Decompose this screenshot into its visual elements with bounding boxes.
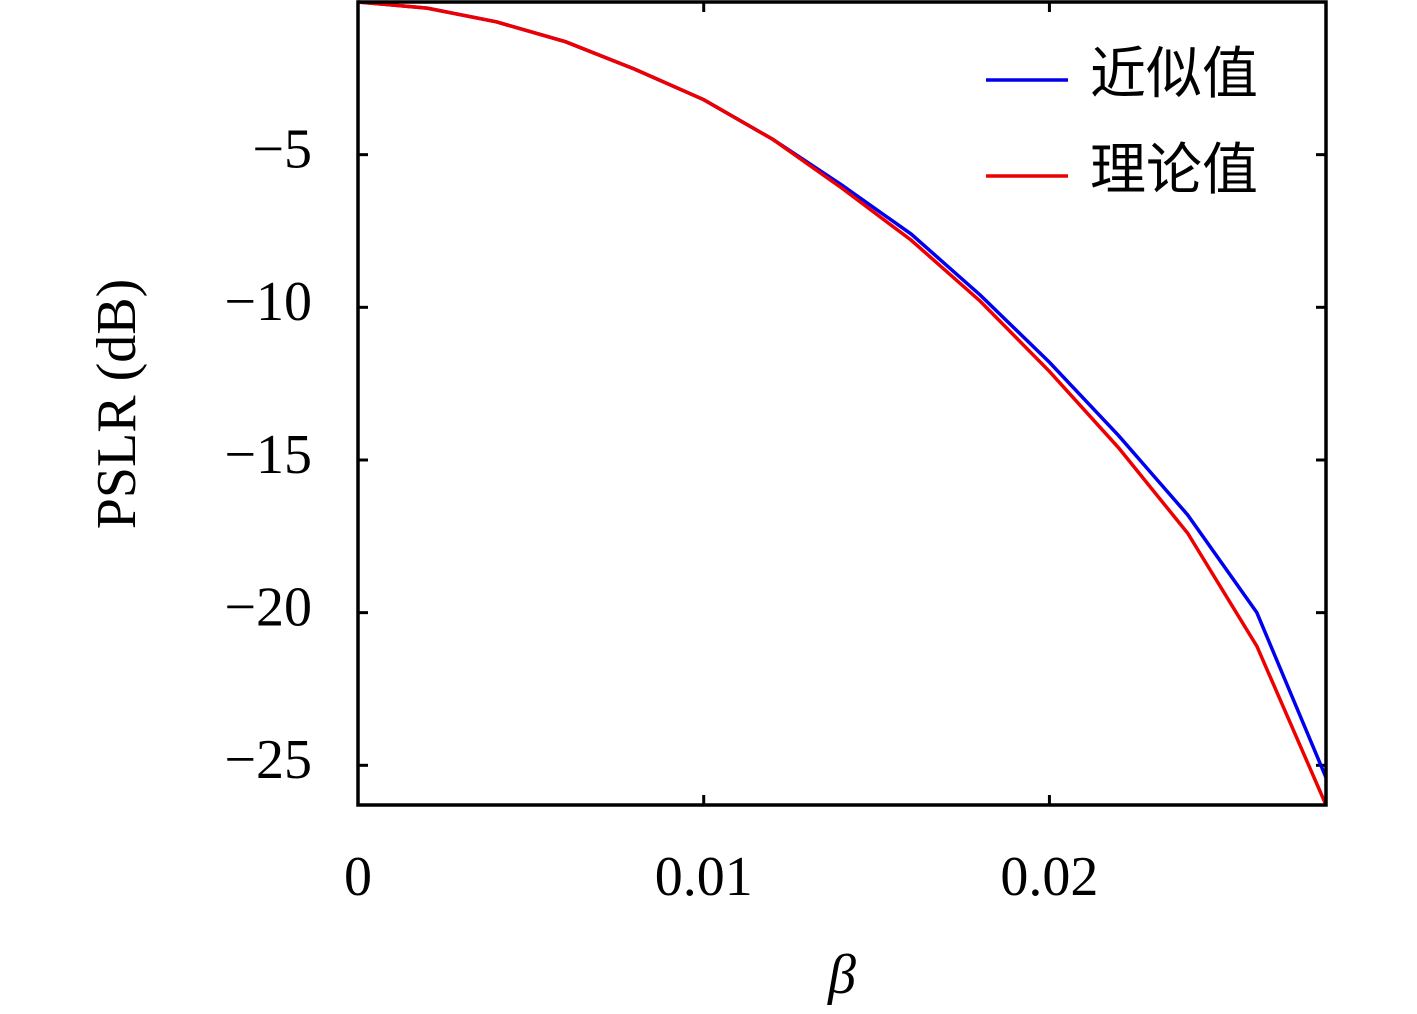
plot-frame: [356, 0, 1328, 807]
y-tick-label: −10: [224, 271, 312, 333]
x-tick-label: 0: [344, 846, 372, 908]
x-tick-label: 0.02: [1000, 846, 1098, 908]
legend-label: 近似值: [1090, 44, 1258, 106]
y-axis-label: PSLR (dB): [86, 279, 148, 530]
legend-label: 理论值: [1090, 140, 1258, 202]
y-tick-label: −5: [252, 119, 312, 181]
series-line: [357, 0, 1328, 806]
y-tick-label: −20: [224, 576, 312, 638]
y-tick-label: −15: [224, 424, 312, 486]
x-axis-label: β: [827, 944, 856, 1006]
series-line: [357, 0, 1328, 779]
y-tick-label: −25: [224, 729, 312, 791]
x-tick-label: 0.01: [655, 846, 753, 908]
